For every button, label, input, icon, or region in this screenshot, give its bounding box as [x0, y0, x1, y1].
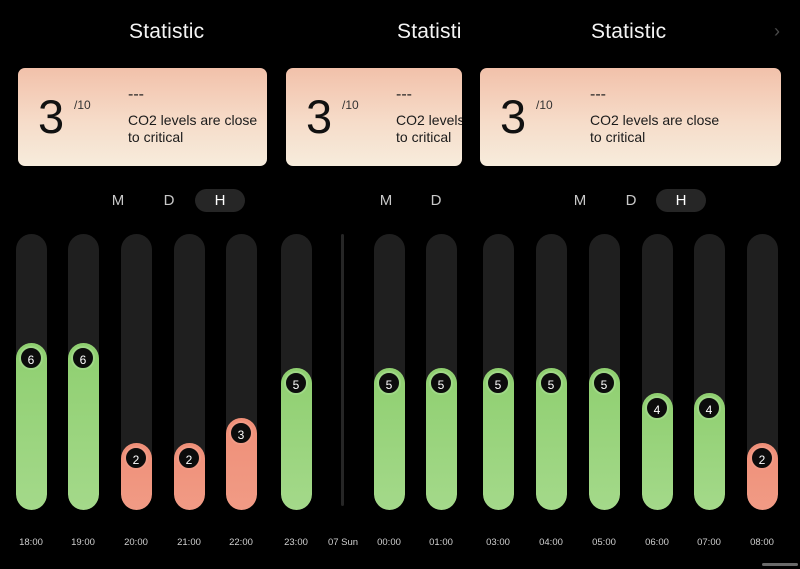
bar-value-label: 3 — [229, 421, 253, 445]
segment-day[interactable]: D — [163, 192, 175, 209]
bar-value-label: 5 — [486, 371, 510, 395]
day-divider — [341, 234, 344, 506]
x-tick-label: 07 Sun — [327, 537, 359, 548]
screen-title: Statistic — [129, 20, 205, 43]
bar-track[interactable] — [67, 234, 99, 510]
x-tick-label: 01:00 — [429, 537, 453, 548]
x-tick-label: 20:00 — [124, 537, 148, 548]
bar-track[interactable] — [280, 234, 312, 510]
x-tick-label: 23:00 — [284, 537, 308, 548]
x-tick-label: 08:00 — [750, 537, 774, 548]
x-tick-label: 21:00 — [177, 537, 201, 548]
bar — [67, 343, 99, 510]
bar — [15, 343, 47, 510]
x-tick-label: 18:00 — [19, 537, 43, 548]
screen-title: Statistic — [591, 20, 667, 43]
bar-value-label: 5 — [284, 371, 308, 395]
segment-month[interactable]: M — [379, 192, 393, 209]
score-value: 3 — [38, 90, 65, 143]
x-tick-label: 00:00 — [377, 537, 401, 548]
bar-value-label: 4 — [645, 396, 669, 420]
x-tick-label: 06:00 — [645, 537, 669, 548]
score-max: /10 — [536, 98, 553, 112]
co2-score-card: 3 /10 --- CO2 levels are close to critic… — [286, 68, 462, 166]
scrollbar[interactable] — [762, 563, 798, 566]
status-text: --- — [590, 86, 606, 103]
bar-track[interactable] — [693, 234, 725, 510]
x-tick-label: 07:00 — [697, 537, 721, 548]
score-max: /10 — [342, 98, 359, 112]
bar-value-label: 6 — [19, 346, 43, 370]
bar-value-label: 2 — [177, 446, 201, 470]
bar-value-label: 5 — [539, 371, 563, 395]
segment-day[interactable]: D — [430, 192, 442, 209]
co2-score-card: 3 /10 --- CO2 levels are close to critic… — [18, 68, 267, 166]
screen-title: Statistic — [397, 20, 462, 43]
segment-hour[interactable]: H — [656, 189, 706, 212]
segment-month[interactable]: M — [573, 192, 587, 209]
score-value: 3 — [500, 90, 527, 143]
title-clip: Statistic — [380, 0, 462, 60]
x-tick-label: 05:00 — [592, 537, 616, 548]
x-tick-label: 03:00 — [486, 537, 510, 548]
bar-track[interactable] — [225, 234, 257, 510]
status-text: --- — [128, 86, 144, 103]
bar-value-label: 5 — [429, 371, 453, 395]
bar-track[interactable] — [15, 234, 47, 510]
bar-value-label: 5 — [377, 371, 401, 395]
status-text: --- — [396, 86, 412, 103]
status-message: CO2 levels are close to critical — [128, 112, 258, 145]
score-value: 3 — [306, 90, 333, 143]
bar-track[interactable] — [641, 234, 673, 510]
bar-value-label: 4 — [697, 396, 721, 420]
status-message: CO2 levels are close to critical — [396, 112, 462, 145]
x-tick-label: 04:00 — [539, 537, 563, 548]
x-tick-label: 19:00 — [71, 537, 95, 548]
co2-score-card: 3 /10 --- CO2 levels are close to critic… — [480, 68, 781, 166]
x-tick-label: 22:00 — [229, 537, 253, 548]
bar-value-label: 2 — [124, 446, 148, 470]
bar-value-label: 5 — [592, 371, 616, 395]
segment-hour[interactable]: H — [195, 189, 245, 212]
bar-value-label: 6 — [71, 346, 95, 370]
score-max: /10 — [74, 98, 91, 112]
chevron-right-icon[interactable]: › — [774, 21, 780, 41]
status-message: CO2 levels are close to critical — [590, 112, 720, 145]
bar-value-label: 2 — [750, 446, 774, 470]
segment-month[interactable]: M — [111, 192, 125, 209]
segment-day[interactable]: D — [625, 192, 637, 209]
